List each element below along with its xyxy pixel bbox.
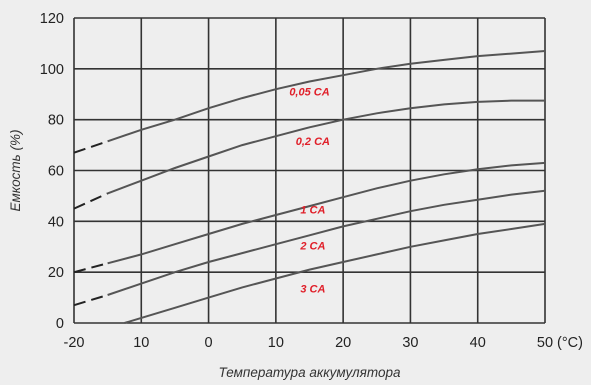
y-tick-label: 0 <box>56 316 64 332</box>
y-tick-label: 100 <box>40 62 64 78</box>
x-tick-label: 10 <box>133 335 149 351</box>
x-tick-label: 0 <box>205 335 213 351</box>
series-line-dashed <box>73 262 108 274</box>
series-label: 0,2 CA <box>296 136 330 148</box>
x-tick-label: 10 <box>268 335 284 351</box>
x-tick-label: -20 <box>64 335 85 351</box>
grid <box>73 17 546 324</box>
y-tick-label: 120 <box>40 11 64 27</box>
series-line-dashed <box>73 192 109 210</box>
y-tick-label: 40 <box>48 214 64 230</box>
y-tick-label: 60 <box>48 164 64 180</box>
series-labels: 0,05 CA 0,2 CA 1 CA 2 CA 3 CA <box>289 87 330 296</box>
y-axis-ticks: 0 20 40 60 80 100 120 <box>40 11 64 332</box>
series-line-dashed <box>73 140 108 154</box>
series-line <box>107 161 546 265</box>
series-line <box>107 189 546 296</box>
series-line <box>107 50 546 143</box>
y-tick-label: 20 <box>48 265 64 281</box>
series-label: 0,05 CA <box>289 87 329 99</box>
x-tick-label: 50 <box>537 335 553 351</box>
x-axis-title: Температура аккумулятора <box>219 365 401 380</box>
series-label: 1 CA <box>300 205 325 217</box>
series-line <box>107 99 545 195</box>
x-axis-unit-label: (°C) <box>557 335 583 351</box>
series-label: 3 CA <box>300 284 325 296</box>
y-tick-label: 80 <box>48 113 64 129</box>
y-axis-title: Емкость (%) <box>8 130 23 212</box>
series-lines <box>73 50 546 324</box>
series-label: 2 CA <box>299 240 325 252</box>
x-axis-ticks: -20 10 0 10 20 30 40 50 (°C) <box>64 335 583 351</box>
x-tick-label: 30 <box>402 335 418 351</box>
series-line <box>124 222 546 324</box>
x-tick-label: 40 <box>470 335 486 351</box>
x-tick-label: 20 <box>335 335 351 351</box>
series-line-dashed <box>73 294 108 307</box>
